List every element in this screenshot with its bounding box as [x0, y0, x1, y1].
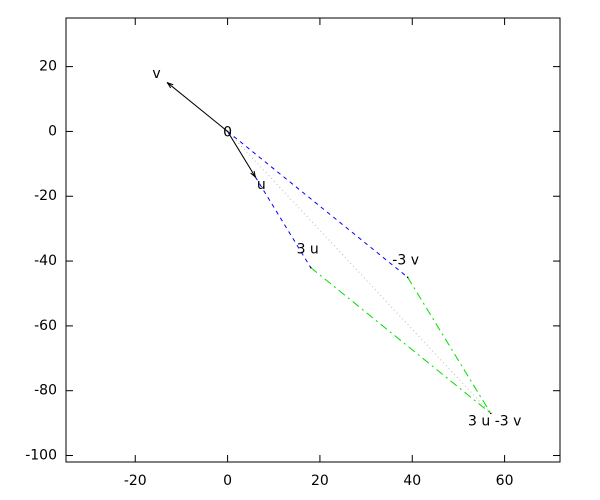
y-tick-label: 20: [39, 59, 57, 75]
x-tick-label: 60: [496, 473, 514, 489]
point-label: u: [257, 177, 266, 193]
vector-line: [227, 131, 492, 414]
point: [166, 82, 169, 84]
y-tick-label: -40: [34, 253, 57, 269]
point-label: 3 u -3 v: [468, 413, 521, 429]
arrow-head: [250, 170, 256, 178]
y-tick-label: -60: [34, 318, 57, 334]
point-label: -3 v: [392, 252, 419, 268]
point-label: 0: [223, 124, 232, 140]
point: [309, 266, 312, 269]
y-tick-label: -100: [25, 448, 57, 464]
point: [254, 176, 257, 178]
plot-frame: [65, 17, 561, 463]
vector-line: [227, 131, 408, 278]
vector-line: [407, 277, 492, 414]
x-tick-label: 40: [403, 473, 421, 489]
vector-line: [254, 176, 312, 268]
point-label: 3 u: [297, 242, 319, 258]
y-tick-label: -20: [34, 188, 57, 204]
point: [489, 412, 492, 415]
point-label: v: [152, 66, 160, 82]
point: [406, 276, 409, 279]
y-tick-label: -80: [34, 383, 57, 399]
x-tick-label: -20: [124, 473, 147, 489]
vector-line: [227, 131, 256, 178]
vector-line: [167, 82, 228, 132]
point: [226, 130, 229, 133]
x-tick-label: 20: [311, 473, 329, 489]
arrow-head: [167, 82, 174, 89]
vector-line: [310, 267, 492, 414]
x-tick-label: 0: [223, 473, 232, 489]
y-tick-label: 0: [48, 123, 57, 139]
